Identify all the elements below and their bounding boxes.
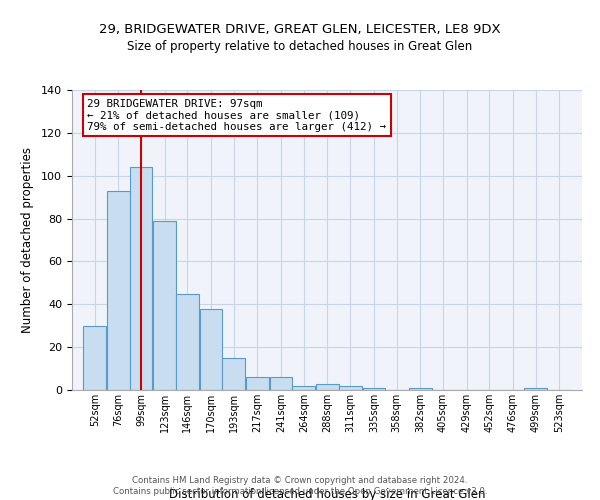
Bar (270, 377, 292, 390)
Bar (362, 388, 385, 390)
Text: 29 BRIDGEWATER DRIVE: 97sqm
← 21% of detached houses are smaller (109)
79% of se: 29 BRIDGEWATER DRIVE: 97sqm ← 21% of det… (87, 98, 386, 132)
Y-axis label: Number of detached properties: Number of detached properties (21, 147, 34, 333)
Bar (83, 326, 106, 390)
Text: Contains HM Land Registry data © Crown copyright and database right 2024.: Contains HM Land Registry data © Crown c… (132, 476, 468, 485)
Bar (292, 386, 315, 390)
Text: 29, BRIDGEWATER DRIVE, GREAT GLEN, LEICESTER, LE8 9DX: 29, BRIDGEWATER DRIVE, GREAT GLEN, LEICE… (99, 22, 501, 36)
Bar (223, 358, 245, 390)
Text: Size of property relative to detached houses in Great Glen: Size of property relative to detached ho… (127, 40, 473, 53)
X-axis label: Distribution of detached houses by size in Great Glen: Distribution of detached houses by size … (169, 488, 485, 500)
Bar (246, 377, 269, 390)
Bar (524, 388, 547, 390)
Bar (339, 386, 362, 390)
Bar (316, 384, 339, 390)
Bar (154, 220, 176, 390)
Bar (130, 167, 152, 390)
Bar (107, 190, 130, 390)
Text: Contains public sector information licensed under the Open Government Licence v3: Contains public sector information licen… (113, 487, 487, 496)
Bar (409, 388, 431, 390)
Bar (200, 308, 223, 390)
Bar (176, 294, 199, 390)
